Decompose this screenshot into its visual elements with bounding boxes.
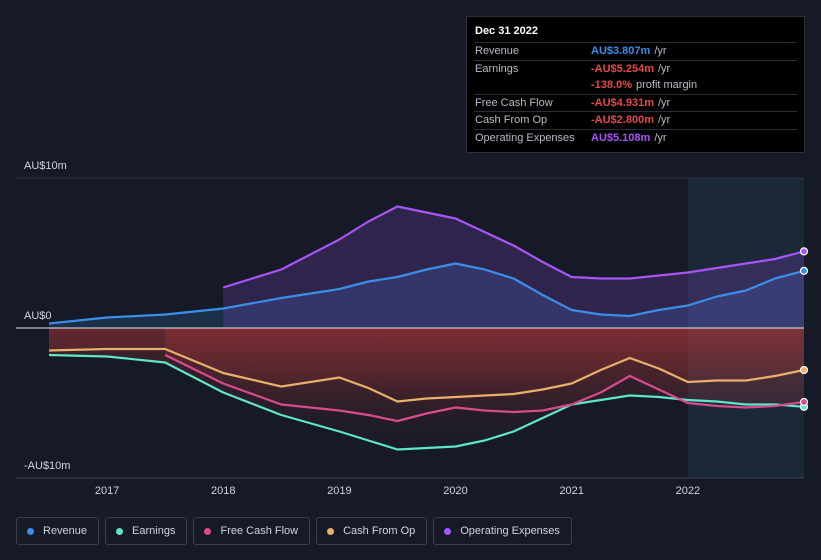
tooltip-row: Cash From Op -AU$2.800m/yr (474, 111, 797, 129)
legend-label: Free Cash Flow (220, 525, 299, 537)
tooltip-unit: profit margin (635, 79, 698, 92)
series-line (222, 205, 805, 289)
series-area (49, 328, 804, 402)
legend-swatch (444, 527, 452, 535)
tooltip-value: AU$5.108m (591, 131, 651, 144)
tooltip-value: -AU$2.800m (591, 114, 654, 127)
end-point (799, 397, 809, 407)
y-tick-label: -AU$10m (24, 460, 70, 472)
series-line (164, 354, 805, 423)
legend-item[interactable]: Cash From Op (316, 517, 428, 545)
tooltip-unit: /yr (657, 114, 671, 127)
legend-item[interactable]: Operating Expenses (433, 517, 572, 545)
series-line (48, 353, 805, 451)
chart: AU$10m AU$0 -AU$10m 2017 2018 2019 2020 2021 202… (16, 160, 809, 497)
x-tick-label: 2020 (443, 485, 467, 497)
legend-label: Revenue (43, 525, 88, 537)
tooltip-label: Revenue (475, 45, 520, 58)
tooltip-unit: /yr (657, 96, 671, 109)
legend-swatch (116, 527, 124, 535)
legend-label: Cash From Op (343, 525, 416, 537)
tooltip-value: -138.0% (591, 79, 632, 92)
end-point (799, 266, 809, 275)
legend-swatch (327, 527, 335, 535)
tooltip-value: -AU$5.254m (591, 62, 654, 75)
tooltip: Dec 31 2022 Revenue AU$3.807m/yr Earnings -… (466, 16, 805, 153)
tooltip-row: Free Cash Flow -AU$4.931m/yr (474, 93, 797, 112)
tooltip-date: Dec 31 2022 (475, 25, 538, 37)
tooltip-unit: /yr (654, 45, 667, 58)
tooltip-row: Operating Expenses AU$5.108m/yr (474, 128, 797, 147)
tooltip-label: Cash From Op (475, 114, 548, 127)
tooltip-unit: /yr (657, 62, 671, 75)
series-line (48, 262, 805, 325)
x-tick-label: 2021 (559, 485, 583, 497)
end-point (799, 365, 809, 375)
tooltip-value: AU$3.807m (591, 45, 651, 58)
series-area (223, 206, 804, 328)
y-tick-label: AU$10m (24, 160, 67, 172)
y-tick-label: AU$0 (24, 310, 52, 322)
x-tick-label: 2018 (211, 485, 235, 497)
x-tick-label: 2017 (95, 485, 119, 497)
series-line (48, 347, 805, 403)
tooltip-label: Free Cash Flow (475, 96, 553, 109)
legend: Revenue Earnings Free Cash Flow Cash From O… (16, 517, 572, 545)
end-point (799, 247, 809, 256)
tooltip-label: Earnings (475, 62, 519, 75)
legend-item[interactable]: Revenue (16, 517, 100, 545)
tooltip-row: -138.0% profit margin (474, 77, 797, 94)
x-tick-label: 2019 (327, 485, 351, 497)
legend-label: Operating Expenses (460, 525, 560, 537)
x-tick-label: 2022 (676, 485, 700, 497)
series-area (49, 263, 804, 328)
legend-item[interactable]: Earnings (105, 517, 188, 545)
tooltip-row: Earnings -AU$5.254m/yr (474, 59, 797, 78)
tooltip-value: -AU$4.931m (591, 96, 654, 109)
tooltip-label: Operating Expenses (475, 131, 575, 144)
legend-item[interactable]: Free Cash Flow (193, 517, 311, 545)
areas (49, 206, 805, 450)
legend-swatch (204, 527, 212, 535)
tooltip-row: Revenue AU$3.807m/yr (474, 42, 797, 60)
legend-swatch (27, 527, 34, 535)
legend-label: Earnings (132, 525, 176, 537)
tooltip-unit: /yr (654, 131, 667, 144)
